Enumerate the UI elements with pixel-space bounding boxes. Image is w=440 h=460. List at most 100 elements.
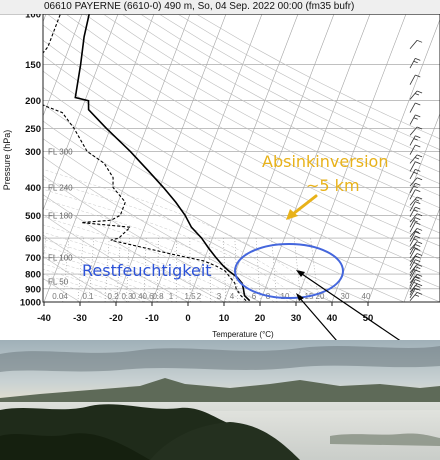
cloud-bank bbox=[0, 346, 440, 372]
dry-adiabat bbox=[43, 194, 225, 302]
wind-barb bbox=[409, 144, 421, 155]
wind-barb bbox=[409, 189, 421, 200]
wind-barb bbox=[409, 114, 421, 125]
dry-adiabat bbox=[43, 24, 440, 247]
wind-barb bbox=[409, 126, 423, 136]
wind-barb bbox=[409, 90, 423, 100]
isotherm-line bbox=[43, 14, 155, 302]
wind-barb bbox=[409, 57, 421, 69]
x-tick-label: 30 bbox=[291, 313, 302, 324]
isotherm-line bbox=[43, 14, 119, 212]
wind-barb bbox=[409, 161, 421, 172]
isotherm-line bbox=[223, 14, 335, 302]
y-axis-label: Pressure (hPa) bbox=[2, 130, 12, 191]
black-arrow-icon bbox=[296, 293, 337, 340]
flight-level-label: FL 180 bbox=[48, 211, 73, 220]
x-tick-label: -10 bbox=[145, 313, 159, 324]
mixing-ratio-label: 1.5 bbox=[184, 292, 196, 301]
mixing-ratio-line bbox=[8, 238, 17, 302]
wind-barb bbox=[409, 222, 421, 233]
wind-barb bbox=[409, 259, 421, 270]
y-tick-label: 300 bbox=[25, 147, 41, 158]
mixing-ratio-label: 0.6 bbox=[142, 292, 154, 301]
dry-adiabat bbox=[177, 14, 440, 151]
flight-level-label: FL 100 bbox=[48, 253, 73, 262]
wind-barb bbox=[409, 279, 421, 290]
isotherm-line bbox=[115, 14, 227, 302]
x-tick-label: 20 bbox=[255, 313, 266, 324]
flight-level-label: FL 240 bbox=[48, 183, 73, 192]
isotherm-line bbox=[79, 14, 191, 302]
moist-adiabat bbox=[43, 198, 289, 302]
mixing-ratio-label: 1 bbox=[169, 292, 174, 301]
mixing-ratio-label: 10 bbox=[281, 292, 290, 301]
inversion-label: Absinkinversion bbox=[262, 152, 389, 171]
y-tick-label: 400 bbox=[25, 183, 41, 194]
mixing-ratio-label: 0.4 bbox=[131, 292, 143, 301]
x-tick-label: 0 bbox=[185, 313, 190, 324]
mixing-ratio-label: 6 bbox=[252, 292, 257, 301]
wind-barb bbox=[409, 253, 423, 263]
isotherm-line bbox=[43, 14, 83, 117]
inversion-height-label: ~5 km bbox=[306, 176, 360, 195]
mixing-ratio-label: 3 bbox=[217, 292, 222, 301]
dry-adiabat bbox=[47, 14, 440, 234]
sounding-title: 06610 PAYERNE (6610-0) 490 m, So, 04 Sep… bbox=[44, 1, 355, 12]
y-tick-label: 150 bbox=[25, 60, 41, 71]
wind-barb bbox=[409, 241, 423, 251]
mixing-ratio-label: 0.1 bbox=[82, 292, 94, 301]
mixing-ratio-label: 0.8 bbox=[152, 292, 164, 301]
wind-barb bbox=[409, 154, 423, 164]
header-bar: 06610 PAYERNE (6610-0) 490 m, So, 04 Sep… bbox=[0, 0, 440, 15]
isotherm-line bbox=[403, 206, 440, 302]
y-tick-label: 600 bbox=[25, 234, 41, 245]
dry-adiabat bbox=[43, 278, 81, 302]
chart-grid bbox=[8, 14, 440, 302]
mixing-ratio-label: 4 bbox=[230, 292, 235, 301]
wind-barb bbox=[409, 264, 423, 274]
moist-adiabat bbox=[43, 268, 145, 302]
wind-barb bbox=[409, 196, 423, 206]
y-tick-label: 250 bbox=[25, 124, 41, 135]
plot-frame bbox=[42, 14, 440, 303]
wind-barb bbox=[409, 244, 421, 255]
x-axis-label: Temperature (°C) bbox=[212, 330, 274, 339]
y-tick-label: 700 bbox=[25, 253, 41, 264]
x-tick-label: 10 bbox=[219, 313, 230, 324]
moist-adiabat bbox=[43, 232, 232, 302]
dry-adiabat bbox=[43, 39, 440, 260]
dry-adiabat bbox=[43, 234, 153, 302]
moist-adiabat bbox=[43, 257, 174, 302]
moist-adiabat bbox=[43, 216, 261, 302]
dry-adiabat bbox=[43, 174, 261, 302]
isotherm-line bbox=[331, 18, 440, 302]
mixing-ratio-label: 0.2 bbox=[107, 292, 119, 301]
wind-barb bbox=[409, 177, 423, 187]
moist-adiabat bbox=[43, 188, 304, 302]
forest-center bbox=[150, 422, 300, 460]
wind-barb bbox=[409, 283, 423, 293]
wind-barb bbox=[409, 291, 423, 302]
wind-barb bbox=[409, 217, 421, 228]
dry-adiabat bbox=[196, 14, 440, 140]
dry-adiabat bbox=[121, 14, 440, 185]
flight-level-label: FL 50 bbox=[48, 278, 69, 287]
mixing-ratio-label: 20 bbox=[316, 292, 325, 301]
y-tick-label: 200 bbox=[25, 96, 41, 107]
moist-adiabat bbox=[43, 224, 246, 302]
dry-adiabat bbox=[43, 103, 405, 302]
wind-barbs bbox=[409, 39, 423, 302]
moist-adiabat bbox=[43, 208, 275, 302]
isotherm-line bbox=[295, 14, 407, 302]
far-ridge bbox=[330, 433, 440, 446]
dry-adiabat bbox=[43, 214, 189, 302]
wind-barb bbox=[409, 206, 421, 217]
moist-adiabat bbox=[43, 245, 203, 302]
moisture-label: Restfeuchtigkeit bbox=[82, 261, 212, 280]
flight-level-labels: FL 300 FL 240 FL 180 FL 100 FL 50 bbox=[48, 147, 73, 286]
y-tick-label: 1000 bbox=[20, 298, 41, 309]
mixing-ratio-label: 0.04 bbox=[52, 292, 68, 301]
dry-adiabat bbox=[43, 138, 333, 302]
landscape-photo bbox=[0, 340, 440, 460]
wind-barb bbox=[409, 39, 423, 49]
